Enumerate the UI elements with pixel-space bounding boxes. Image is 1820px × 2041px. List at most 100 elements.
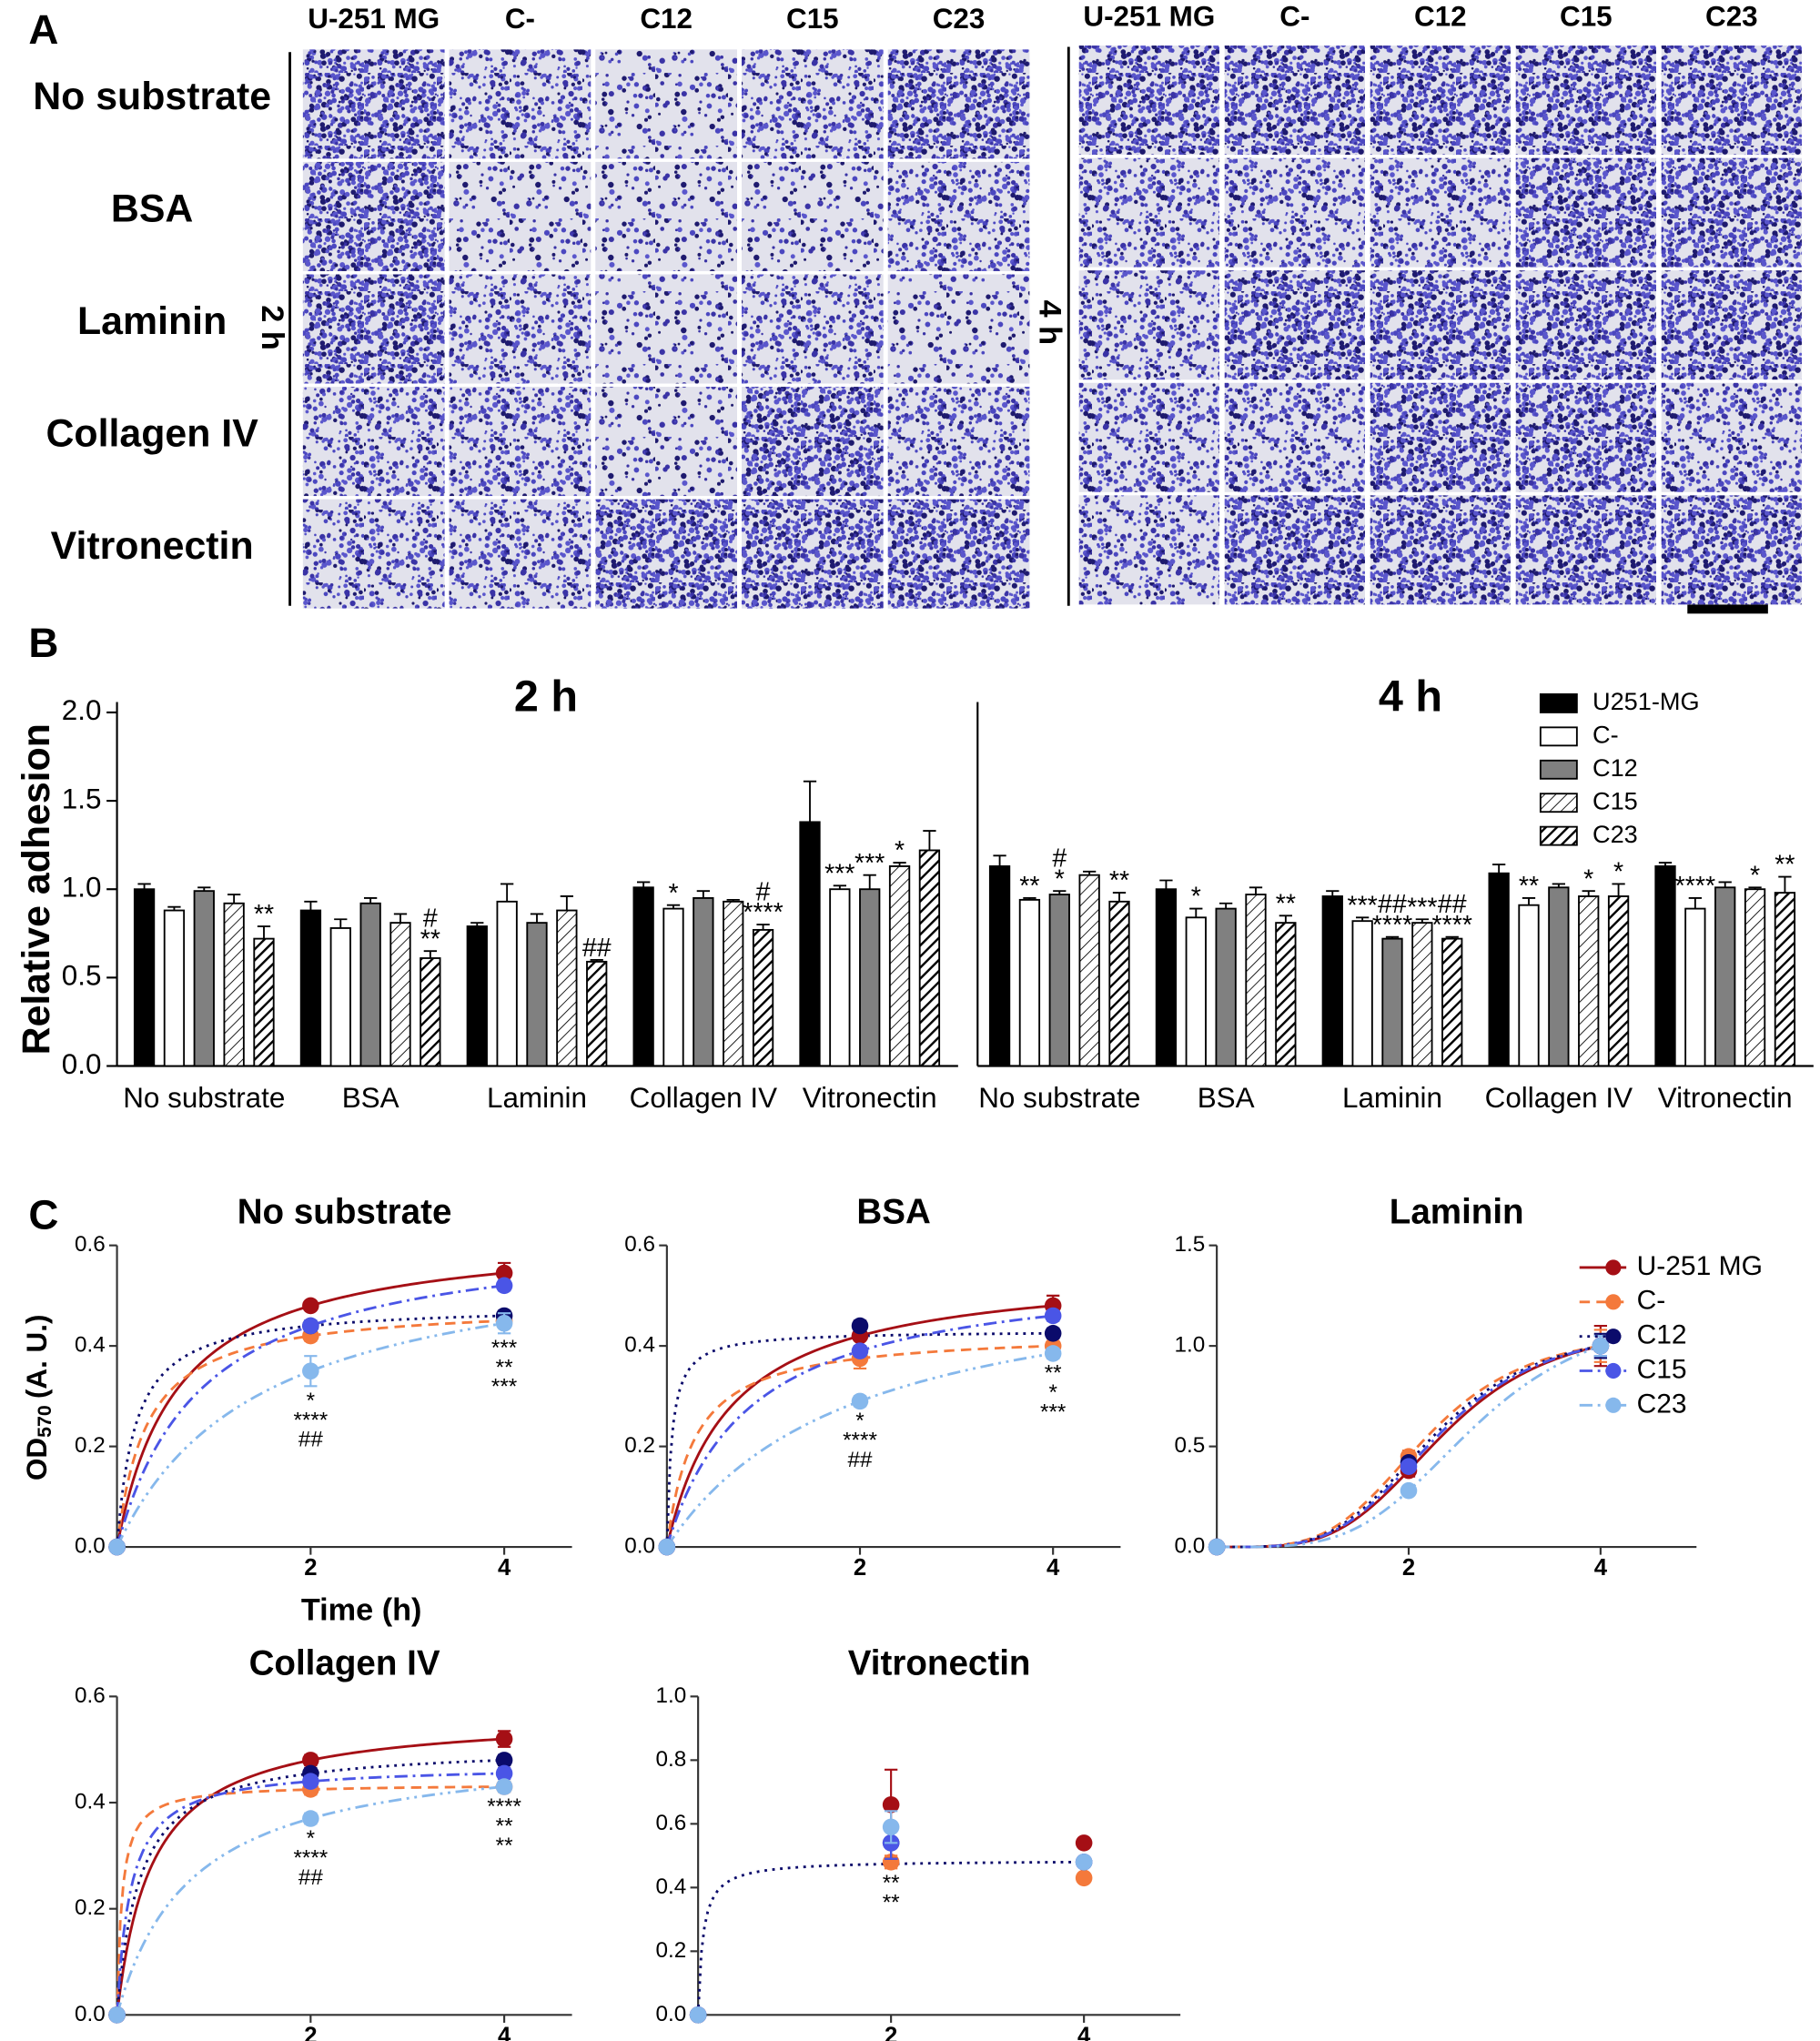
significance-label: **** <box>293 1408 328 1432</box>
bar <box>693 896 714 1067</box>
scale-bar <box>1687 604 1768 614</box>
micrograph <box>1515 270 1656 380</box>
bar <box>163 909 186 1067</box>
significance-label: * <box>855 1409 864 1433</box>
micrograph <box>1370 157 1511 268</box>
error-bar <box>1778 875 1792 894</box>
y-tick-label: 0.6 <box>624 1232 655 1257</box>
data-point <box>495 1264 513 1282</box>
micrograph <box>1370 270 1511 380</box>
x-tick-label: 2 <box>854 1555 866 1581</box>
micrograph <box>302 499 445 609</box>
chart-title: Laminin <box>1390 1193 1524 1232</box>
row-label: Collagen IV <box>46 412 258 456</box>
error-bar <box>1249 886 1263 895</box>
legend-label: C12 <box>1592 753 1638 782</box>
column-label: U-251 MG <box>1083 0 1215 32</box>
legend-label: U251-MG <box>1592 687 1700 715</box>
data-point <box>302 1362 319 1380</box>
micrograph <box>1661 382 1802 492</box>
fit-curve <box>1217 1344 1602 1549</box>
significance-label: **** <box>293 1845 328 1870</box>
bar <box>1654 865 1676 1067</box>
error-bar <box>1219 902 1233 909</box>
significance-label: *** <box>854 849 885 878</box>
x-tick-label: 2 <box>304 2023 317 2041</box>
x-tick-label: 4 <box>1046 1555 1060 1581</box>
data-point <box>495 1778 513 1795</box>
micrograph <box>1224 270 1365 380</box>
legend-swatch <box>1539 693 1578 713</box>
micrograph <box>302 49 445 159</box>
data-point <box>302 1773 319 1790</box>
fit-curve <box>1217 1344 1602 1549</box>
bar <box>1078 874 1100 1067</box>
bar <box>1351 920 1373 1067</box>
significance-label: ** <box>496 1355 513 1379</box>
micrograph <box>1078 157 1219 268</box>
legend-marker <box>1605 1329 1622 1345</box>
significance-label: ## <box>1378 890 1407 919</box>
error-bar <box>334 918 348 928</box>
bar <box>1108 900 1130 1067</box>
data-point <box>851 1317 869 1335</box>
error-bar <box>803 780 817 823</box>
legend-label: C15 <box>1592 786 1638 814</box>
y-tick-label: 0.6 <box>75 1232 106 1257</box>
bar <box>496 900 518 1067</box>
significance-label: ** <box>1519 872 1539 901</box>
micrograph <box>1224 495 1365 605</box>
bar <box>299 909 322 1067</box>
data-point <box>1400 1481 1418 1500</box>
significance-label: * <box>1048 1380 1057 1405</box>
x-tick-label: 4 <box>1594 1555 1608 1581</box>
micrograph <box>1224 157 1365 268</box>
micrograph <box>595 499 737 609</box>
bar <box>1774 892 1796 1067</box>
x-tick-label: 2 <box>304 1555 317 1581</box>
bar <box>632 886 654 1067</box>
data-point <box>302 1297 319 1315</box>
legend-marker <box>1605 1294 1622 1310</box>
significance-label: * <box>307 1389 316 1413</box>
y-tick-label: 0.0 <box>624 1533 655 1558</box>
micrograph <box>302 161 445 271</box>
micrograph <box>449 161 592 271</box>
legend-label: C23 <box>1637 1389 1687 1419</box>
data-point <box>302 1752 319 1769</box>
micrograph <box>1078 382 1219 492</box>
column-label: C15 <box>786 3 839 35</box>
significance-label: **** <box>487 1794 521 1819</box>
significance-label: * <box>668 879 678 908</box>
significance-label: *** <box>491 1375 518 1399</box>
legend-label: C- <box>1592 721 1619 749</box>
significance-label: ## <box>298 1428 323 1452</box>
y-axis-title: Relative adhesion <box>15 723 58 1055</box>
data-point <box>1044 1307 1062 1325</box>
micrograph <box>887 274 1030 384</box>
bar <box>988 865 1011 1067</box>
fit-curve <box>1217 1344 1602 1549</box>
data-point <box>1075 1834 1093 1852</box>
legend-swatch <box>1539 726 1578 747</box>
error-bar <box>1718 881 1732 888</box>
legend-swatch <box>1539 793 1578 813</box>
significance-label: *** <box>1407 893 1437 922</box>
fit-curve <box>116 1772 505 2016</box>
bar <box>1548 886 1570 1067</box>
error-bar <box>1582 890 1595 896</box>
y-axis-title: OD570 (A. U.) <box>21 1315 56 1480</box>
data-point <box>1208 1538 1226 1556</box>
error-bar <box>304 900 318 911</box>
legend-marker <box>1605 1362 1622 1379</box>
y-tick-label: 0.6 <box>656 1811 687 1835</box>
micrograph <box>1078 45 1219 156</box>
micrograph <box>1078 270 1219 380</box>
error-bar <box>1083 870 1097 875</box>
micrograph <box>1224 45 1365 156</box>
micrograph <box>302 274 445 384</box>
bar <box>1578 895 1600 1067</box>
time-label: 4 h <box>1032 300 1067 346</box>
